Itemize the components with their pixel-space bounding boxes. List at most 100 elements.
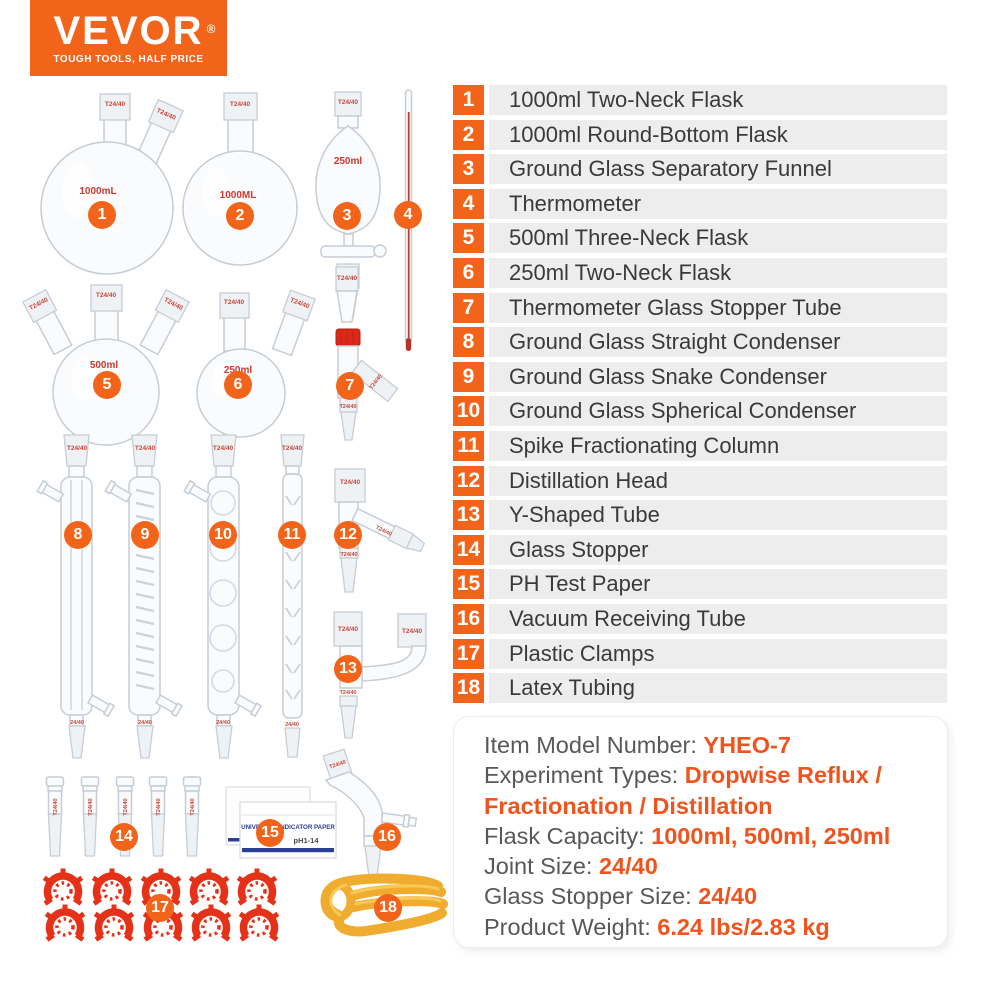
svg-text:24/40: 24/40 [285,722,299,728]
list-item: 18 Latex Tubing [453,673,947,704]
item-number: 18 [453,673,484,704]
item-marker-14: 14 [110,823,138,851]
item-label: PH Test Paper [489,569,947,600]
list-item: 8 Ground Glass Straight Condenser [453,327,947,358]
svg-text:24/40: 24/40 [138,720,152,726]
svg-text:24/40: 24/40 [216,720,230,726]
item-marker-15: 15 [256,819,284,847]
item-label: Glass Stopper [489,534,947,565]
svg-text:T24/40: T24/40 [329,760,347,771]
spec-flask-capacity: Flask Capacity: 1000ml, 500ml, 250ml [484,821,935,851]
svg-text:T24/40: T24/40 [135,445,156,452]
spec-stopper-size: Glass Stopper Size: 24/40 [484,881,935,911]
list-item: 11 Spike Fractionating Column [453,430,947,461]
list-item: 4 Thermometer [453,188,947,219]
item-marker-11: 11 [278,521,306,549]
item-label: Distillation Head [489,465,947,496]
item-label: 1000ml Round-Bottom Flask [489,119,947,150]
item-marker-3: 3 [333,202,361,230]
list-item: 12 Distillation Head [453,465,947,496]
brand-tagline: TOUGH TOOLS, HALF PRICE [53,54,204,65]
spherical-condenser: T24/40 24/40 [183,434,263,759]
item-number: 9 [453,361,484,392]
item-number: 1 [453,85,484,115]
two-neck-flask-250ml: T24/40 T24/40 250ml [196,289,316,438]
item-marker-13: 13 [334,655,362,683]
vacuum-receiving-tube: T24/40 [322,748,418,878]
item-marker-12: 12 [334,521,362,549]
two-neck-flask-1000ml: T24/40 T24/40 1000mL [40,93,184,275]
item-number: 17 [453,638,484,669]
svg-text:T24/40: T24/40 [339,404,356,410]
item-marker-10: 10 [209,521,237,549]
thermometer-stopper-tube: T24/40 T24/40 T24/40 [335,266,399,441]
svg-text:T24/40: T24/40 [282,445,303,452]
item-label: 250ml Two-Neck Flask [489,257,947,288]
spec-value: 24/40 [598,853,658,880]
item-marker-9: 9 [131,521,159,549]
svg-text:250ml: 250ml [224,365,253,376]
svg-text:T24/40: T24/40 [402,628,423,635]
item-number: 3 [453,154,484,185]
svg-text:T24/40: T24/40 [338,99,359,106]
spec-joint-size: Joint Size: 24/40 [484,851,935,881]
list-item: 10 Ground Glass Spherical Condenser [453,396,947,427]
brand-name: VEVOR ® [53,9,218,53]
svg-text:1000ML: 1000ML [220,190,257,201]
y-shaped-tube: T24/40 T24/40 T24/40 [333,611,427,739]
item-number: 14 [453,534,484,565]
item-label: Plastic Clamps [489,638,947,669]
spec-label: Product Weight: [484,913,658,940]
spec-label: Flask Capacity: [484,822,652,849]
item-label: 1000ml Two-Neck Flask [489,85,947,115]
svg-text:T24/40: T24/40 [338,626,359,633]
round-bottom-flask-1000ml: T24/40 1000ML [182,92,298,266]
item-number: 6 [453,257,484,288]
item-label: Ground Glass Separatory Funnel [489,154,947,185]
svg-text:T24/40: T24/40 [67,445,88,452]
spec-label: Joint Size: [484,853,599,880]
svg-text:T24/40: T24/40 [96,292,117,299]
item-marker-6: 6 [224,371,252,399]
item-number: 7 [453,292,484,323]
list-item: 16 Vacuum Receiving Tube [453,603,947,634]
list-item: 9 Ground Glass Snake Condenser [453,361,947,392]
item-marker-1: 1 [88,201,116,229]
item-marker-2: 2 [226,202,254,230]
svg-text:500ml: 500ml [90,360,119,371]
list-item: 14 Glass Stopper [453,534,947,565]
item-number: 4 [453,188,484,219]
svg-text:T24/40: T24/40 [337,275,358,282]
ph-test-paper: UNIVERSAL INDICATOR PAPER pH1-14 [225,786,337,859]
item-label: Y-Shaped Tube [489,500,947,531]
spec-value: 24/40 [698,883,758,910]
item-label: Ground Glass Straight Condenser [489,327,947,358]
spec-value: 1000ml, 500ml, 250ml [651,822,891,849]
svg-text:UNIVERSAL INDICATOR PAPER: UNIVERSAL INDICATOR PAPER [241,824,335,831]
item-label: Vacuum Receiving Tube [489,603,947,634]
svg-text:T24/40: T24/40 [339,690,356,696]
item-label: Latex Tubing [489,673,947,704]
item-number: 11 [453,430,484,461]
svg-text:T24/40: T24/40 [230,101,251,108]
spec-label: Item Model Number: [484,732,704,758]
item-marker-8: 8 [64,521,92,549]
svg-text:24/40: 24/40 [70,720,84,726]
svg-text:T24/40: T24/40 [340,479,361,486]
parts-list: 1 1000ml Two-Neck Flask 2 1000ml Round-Bot… [453,85,947,708]
straight-condenser: T24/40 24/40 [36,434,116,759]
list-item: 5 500ml Three-Neck Flask [453,223,947,254]
item-label: Thermometer Glass Stopper Tube [489,292,947,323]
spec-experiment-types: Experiment Types: Dropwise Reflux / Frac… [484,760,935,821]
snake-condenser: T24/40 24/40 [104,434,184,759]
item-label: Spike Fractionating Column [489,430,947,461]
three-neck-flask-500ml: T24/40 T24/40 T24/40 500ml [21,284,191,446]
item-number: 8 [453,327,484,358]
fractionating-column: T24/40 24/40 [280,434,305,758]
spec-weight: Product Weight: 6.24 lbs/2.83 kg [484,912,935,942]
item-marker-16: 16 [373,823,401,851]
item-number: 13 [453,500,484,531]
svg-text:250ml: 250ml [334,156,363,167]
item-number: 2 [453,119,484,150]
